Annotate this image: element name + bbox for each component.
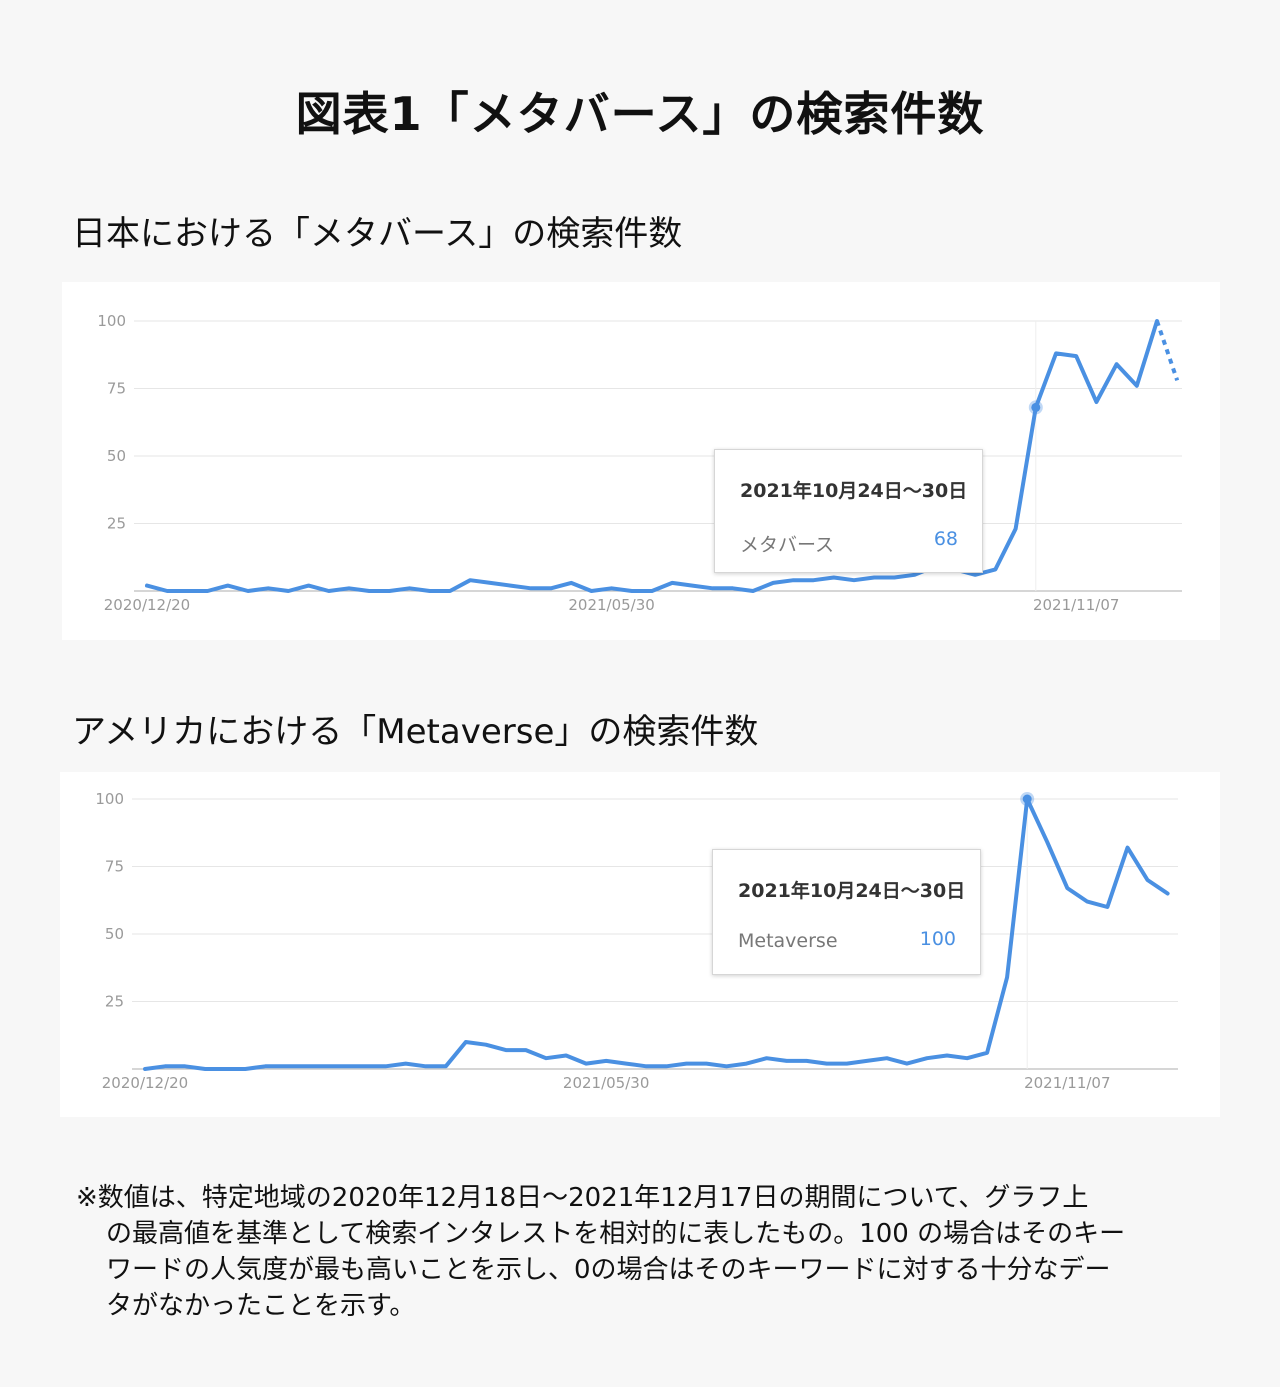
series-projection (1155, 320, 1180, 382)
line-chart-usa: 100 75 50 25 2020/12/20 2021/05/30 2021/11/07 (95, 790, 1178, 1092)
x-tick-label: 2020/12/20 (102, 1074, 188, 1092)
y-tick-label: 25 (107, 515, 126, 533)
series-line (143, 797, 1170, 1071)
highlight-point (1031, 402, 1041, 412)
tooltip-series-name: メタバース (740, 534, 835, 556)
footnote-line: ワードの人気度が最も高いことを示し、0の場合はそのキーワードに対する十分なデー (106, 1255, 1111, 1285)
highlight-point (1022, 794, 1032, 804)
y-tick-label: 50 (107, 447, 126, 465)
tooltip-series-name: Metaverse (738, 930, 838, 952)
page-title: 図表1「メタバース」の検索件数 (295, 87, 985, 141)
tooltip-date: 2021年10月24日〜30日 (740, 480, 968, 502)
series-line (145, 319, 1159, 593)
chart-panel-japan: 100 75 50 25 2020/12/20 2021/05/30 2021/11/07 … (62, 282, 1220, 640)
chart-title-japan: 日本における「メタバース」の検索件数 (72, 214, 683, 254)
footnote: ※数値は、特定地域の2020年12月18日〜2021年12月17日の期間について… (76, 1180, 1216, 1324)
footnote-line: の最高値を基準として検索インタレストを相対的に表したもの。100 の場合はそのキ… (106, 1219, 1126, 1249)
line-chart-japan: 100 75 50 25 2020/12/20 2021/05/30 2021/11/07 (97, 312, 1182, 614)
tooltip-usa: 2021年10月24日〜30日 Metaverse 100 (712, 849, 981, 975)
tooltip-value: 100 (919, 928, 956, 950)
y-tick-label: 100 (95, 790, 124, 808)
x-tick-label: 2021/11/07 (1033, 596, 1119, 614)
y-tick-label: 75 (107, 380, 126, 398)
footnote-line: タがなかったことを示す。 (106, 1291, 416, 1321)
x-tick-label: 2021/05/30 (568, 596, 654, 614)
tooltip-japan: 2021年10月24日〜30日 メタバース 68 (714, 449, 983, 573)
chart-title-usa: アメリカにおける「Metaverse」の検索件数 (72, 712, 759, 752)
tooltip-date: 2021年10月24日〜30日 (738, 880, 966, 902)
y-tick-label: 25 (105, 993, 124, 1011)
y-tick-label: 75 (105, 858, 124, 876)
y-tick-label: 100 (97, 312, 126, 330)
x-tick-label: 2021/05/30 (563, 1074, 649, 1092)
footnote-line: ※数値は、特定地域の2020年12月18日〜2021年12月17日の期間について… (76, 1183, 1089, 1213)
y-tick-label: 50 (105, 925, 124, 943)
x-tick-label: 2021/11/07 (1024, 1074, 1110, 1092)
chart-panel-usa: 100 75 50 25 2020/12/20 2021/05/30 2021/11/07 … (60, 772, 1220, 1117)
tooltip-value: 68 (933, 528, 958, 550)
x-tick-label: 2020/12/20 (104, 596, 190, 614)
